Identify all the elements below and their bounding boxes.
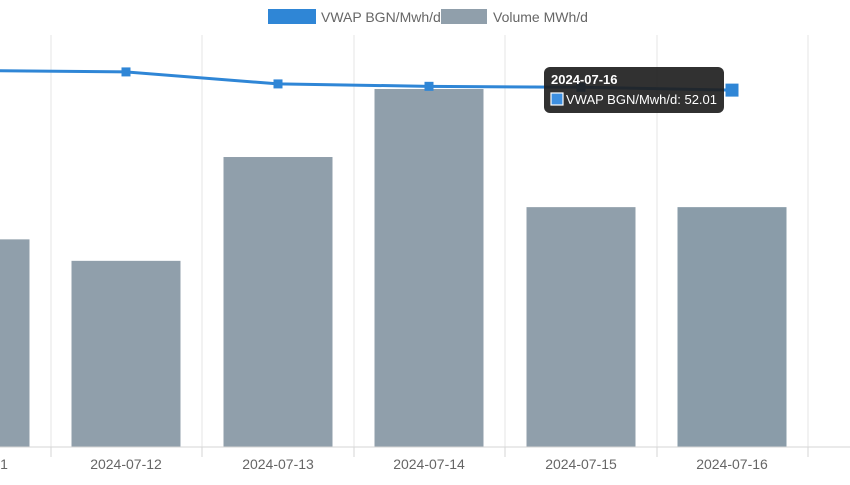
x-axis: 1 2024-07-12 2024-07-13 2024-07-14 2024-07-1…: [0, 446, 850, 472]
legend-item-volume[interactable]: Volume MWh/d: [441, 9, 588, 25]
volume-bar-2024-07-12[interactable]: [71, 260, 181, 447]
x-tick-label-2024-07-14: 2024-07-14: [393, 456, 465, 472]
x-tick-label-2024-07-12: 2024-07-12: [90, 456, 162, 472]
volume-bar-2024-07-14[interactable]: [374, 89, 484, 447]
x-tick-label-2024-07-16: 2024-07-16: [696, 456, 768, 472]
volume-bar-2024-07-11[interactable]: [0, 239, 30, 447]
volume-bar-2024-07-13[interactable]: [223, 157, 333, 447]
tooltip-title: 2024-07-16: [551, 72, 618, 87]
vwap-point-2024-07-12[interactable]: [121, 67, 131, 77]
vwap-point-2024-07-14[interactable]: [424, 81, 434, 91]
vwap-point-2024-07-16[interactable]: [725, 83, 739, 97]
legend-item-vwap[interactable]: VWAP BGN/Mwh/d: [268, 9, 441, 25]
tooltip: 2024-07-16 VWAP BGN/Mwh/d: 52.01: [544, 67, 724, 113]
x-tick-label-2024-07-11: 1: [0, 456, 8, 472]
legend-label-vwap: VWAP BGN/Mwh/d: [321, 9, 441, 25]
tooltip-label: VWAP BGN/Mwh/d: 52.01: [566, 92, 717, 107]
volume-bar-2024-07-16[interactable]: [677, 207, 787, 447]
legend-label-volume: Volume MWh/d: [493, 9, 588, 25]
x-tick-label-2024-07-13: 2024-07-13: [242, 456, 314, 472]
volume-bar-2024-07-15[interactable]: [526, 207, 636, 447]
vwap-point-2024-07-13[interactable]: [273, 79, 283, 89]
x-tick-label-2024-07-15: 2024-07-15: [545, 456, 617, 472]
tooltip-series-swatch: [550, 92, 564, 106]
legend-swatch-vwap: [268, 9, 316, 24]
tooltip-box: [544, 67, 724, 113]
volume-bars: [0, 89, 787, 447]
legend-swatch-volume: [441, 9, 487, 24]
legend: VWAP BGN/Mwh/d Volume MWh/d: [268, 9, 588, 25]
